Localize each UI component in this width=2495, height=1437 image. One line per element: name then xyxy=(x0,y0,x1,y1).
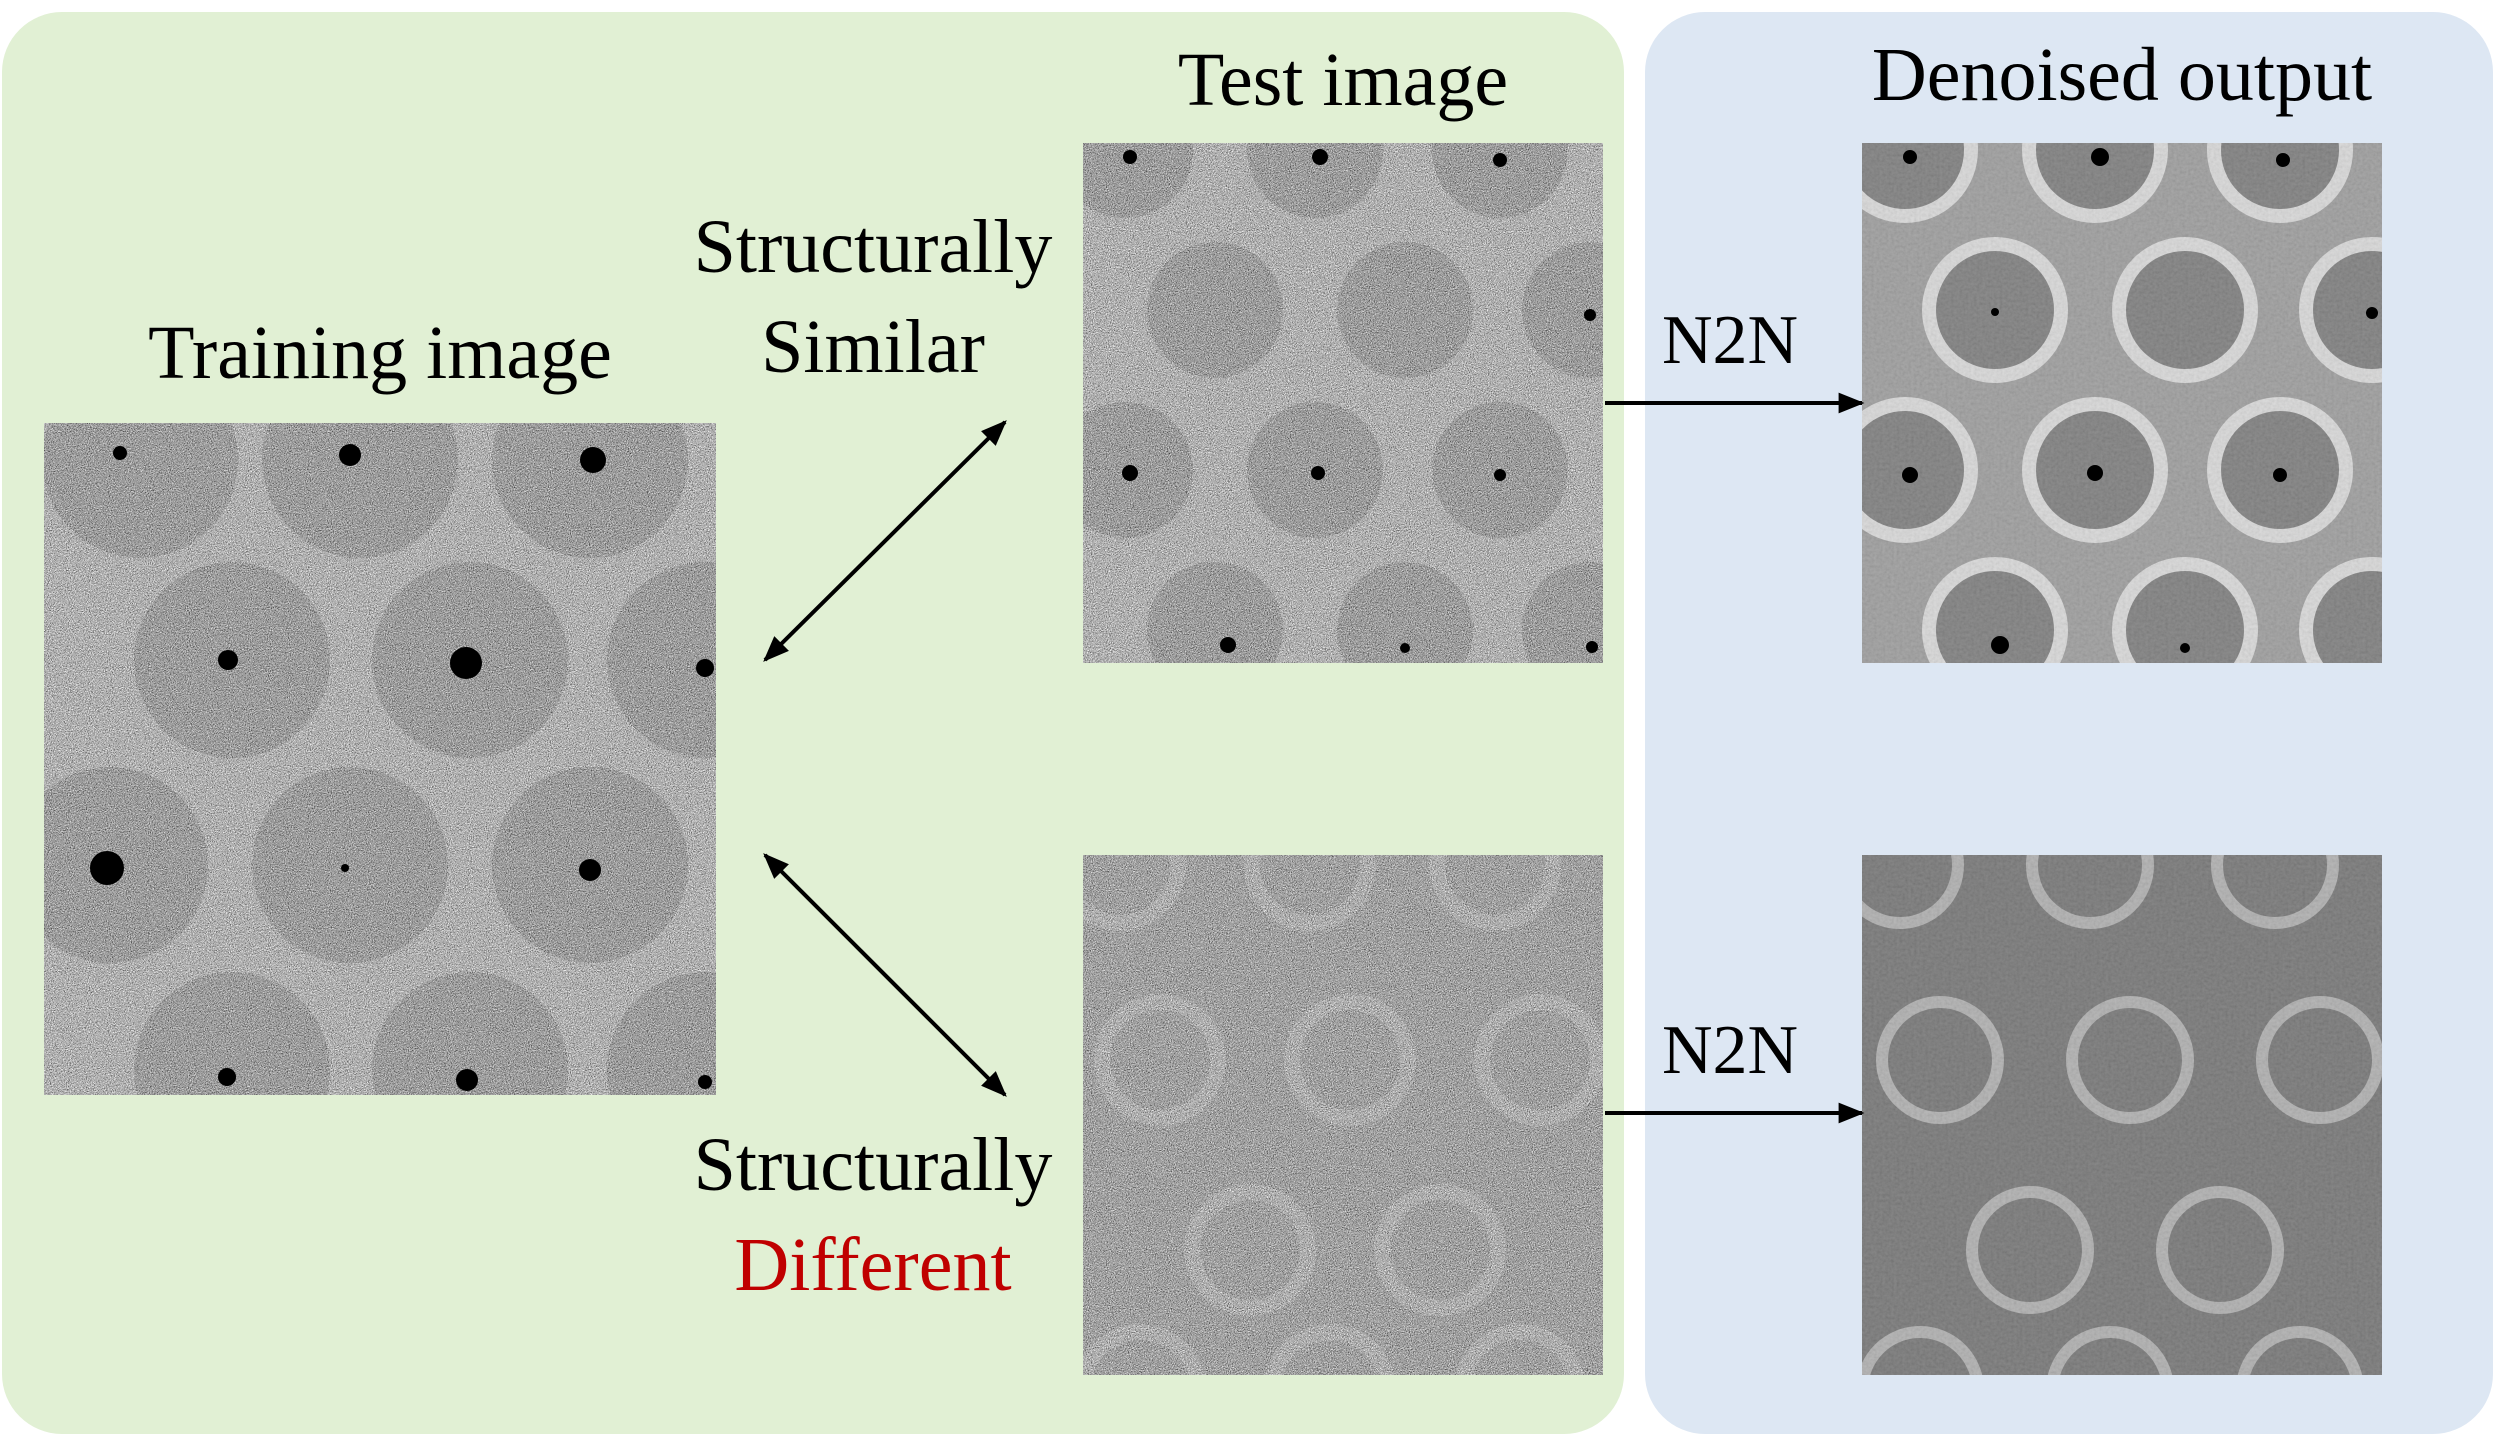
denoised-image-similar xyxy=(1862,143,2382,663)
test-image-similar xyxy=(1083,143,1603,663)
similar-label-line2: Similar xyxy=(761,305,985,389)
different-label-line2: Different xyxy=(734,1223,1011,1307)
n2n-label-top: N2N xyxy=(1662,302,1798,379)
n2n-label-bottom: N2N xyxy=(1662,1012,1798,1089)
training-image xyxy=(44,423,716,1095)
arrow-different xyxy=(763,853,1007,1097)
different-label-line1: Structurally xyxy=(694,1123,1053,1207)
test-image-label: Test image xyxy=(1178,38,1508,122)
training-image-label: Training image xyxy=(148,311,612,395)
denoised-image-different xyxy=(1862,855,2382,1375)
denoised-output-label: Denoised output xyxy=(1872,33,2372,117)
similar-label-line1: Structurally xyxy=(694,205,1053,289)
test-image-different xyxy=(1083,855,1603,1375)
arrow-similar xyxy=(763,420,1007,662)
